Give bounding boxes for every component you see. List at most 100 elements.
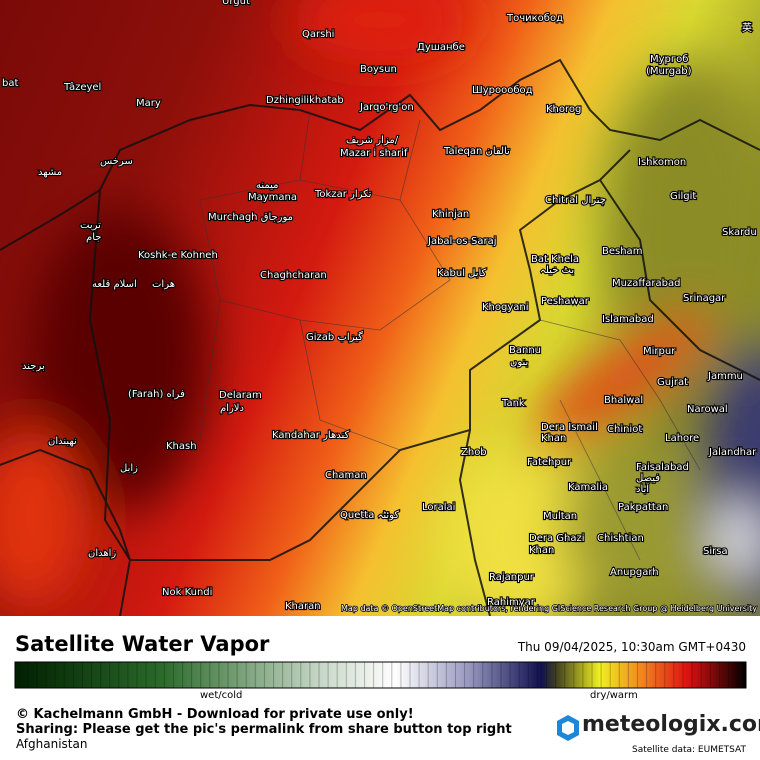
high-label: dry/warm [590, 690, 638, 701]
place-label: Jabal-os-Saraj [427, 236, 497, 247]
place-label: زاهدان [88, 548, 116, 559]
place-label: Quetta کوئٹہ [340, 510, 399, 521]
color-scale [14, 661, 747, 689]
place-label: Chaman [325, 470, 367, 481]
place-label: برجند [22, 361, 45, 372]
place-label: اسلام قلعه [92, 279, 137, 290]
place-label: Khinjan [432, 209, 469, 220]
place-label: Multan [543, 511, 577, 522]
region: Afghanistan [16, 737, 88, 751]
place-label: 英 [742, 21, 752, 34]
place-label: Besham [602, 246, 642, 257]
place-label: Kandahar کندهار [272, 430, 350, 441]
place-label: Koshk-e Kohneh [138, 250, 218, 261]
source: Satellite data: EUMETSAT [632, 745, 746, 755]
place-label: Nok Kundi [162, 587, 212, 598]
place-label: Jarqo'rg'on [359, 102, 414, 113]
place-label: Rajanpur [489, 572, 535, 583]
place-label: سرخس [100, 156, 133, 167]
place-label: Peshawar [541, 296, 590, 307]
place-label: Chiniot [607, 424, 642, 435]
place-label: Dera Ghazi [529, 533, 585, 544]
place-label: Точикобод [506, 13, 563, 24]
place-label: فیصل [636, 473, 660, 484]
place-label: Zhob [461, 447, 487, 458]
place-label: Kamalia [568, 482, 608, 493]
place-label: Dera Ismail [541, 422, 598, 433]
place-label: Delaram [219, 390, 262, 401]
place-label: مشهد [38, 167, 62, 178]
place-label: Tâzeyel [63, 81, 101, 93]
low-label: wet/cold [200, 690, 243, 701]
place-label: مزار شریف/ [346, 135, 399, 146]
place-label: Khorog [546, 104, 581, 115]
place-label: آباد [636, 482, 650, 495]
place-label: (Farah) فراه [128, 389, 185, 400]
place-label: Chishtian [597, 533, 644, 544]
place-label: Chaghcharan [260, 270, 327, 281]
sharing: Sharing: Please get the pic's permalink … [16, 722, 512, 737]
place-label: جام [86, 232, 101, 243]
place-label: Jammu [707, 371, 743, 382]
place-label: نهبندان [48, 436, 77, 447]
place-label: Chitral چترال [545, 195, 606, 206]
place-label: Pakpattan [618, 502, 668, 513]
place-label: Qarshi [302, 29, 334, 40]
place-label: زابل [120, 463, 138, 474]
place-label: Boysun [360, 64, 397, 75]
place-label: Kharan [285, 601, 321, 612]
place-label: Faisalabad [636, 462, 689, 473]
place-label: Gizab گیزاب [306, 331, 363, 343]
place-label: Skardu [722, 227, 757, 238]
place-label: Bannu [509, 345, 541, 356]
satellite-map: UrgutQarshiДушанбеТочикободBoysunМургоб(… [0, 0, 760, 616]
place-label: Rahimyar [487, 597, 536, 608]
place-label: Tank [501, 398, 525, 409]
place-label: Dzhingilikhatab [266, 95, 344, 106]
place-label: Islamabad [602, 314, 654, 325]
place-label: Anupgarh [610, 567, 659, 578]
place-label: تربت [80, 220, 101, 231]
place-label: Kabul کابل [437, 268, 487, 279]
place-label: Mazar i sharif [340, 148, 408, 159]
place-label: Narowal [687, 404, 728, 415]
title: Satellite Water Vapor [15, 632, 270, 656]
place-label: bat [2, 78, 18, 89]
place-label: Khogyani [482, 302, 529, 313]
place-label: Ishkomon [638, 157, 686, 168]
place-label: Urgut [222, 0, 250, 7]
place-label: Bat Khela [531, 254, 579, 265]
place-label: بٹ خیلہ [540, 265, 574, 276]
place-label: Khan [541, 433, 566, 444]
place-label: Fatehpur [527, 457, 572, 468]
logo-icon [557, 715, 579, 741]
place-label: میمنه [256, 180, 279, 191]
place-label: Khan [529, 545, 554, 556]
place-label: Мургоб [650, 54, 688, 65]
place-label: دلارام [220, 403, 244, 414]
place-label: Bhalwal [604, 395, 643, 406]
place-label: Murchagh مورجاق [208, 212, 293, 223]
attribution: Map data © OpenStreetMap contributors, r… [341, 604, 757, 613]
place-label: Gujrat [657, 377, 688, 388]
place-label: Душанбе [417, 42, 465, 53]
place-label: Srinagar [683, 293, 726, 304]
place-label: Khash [166, 441, 197, 452]
place-label: Шуроообод [472, 85, 533, 96]
copyright: © Kachelmann GmbH - Download for private… [16, 707, 414, 722]
place-label: Jalandhar [708, 447, 757, 458]
place-label: (Murgab) [646, 66, 692, 77]
place-label: بنوں [510, 357, 528, 368]
place-label: هرات [152, 279, 175, 290]
place-label: Muzaffarabad [612, 278, 680, 289]
place-label: Mirpur [643, 346, 676, 357]
place-label: Mary [136, 98, 161, 109]
place-label: Loralai [422, 502, 455, 513]
place-label: Taleqan تالقان [443, 146, 510, 157]
place-label: Gilgit [670, 191, 696, 202]
brand: meteologix.com [582, 712, 760, 737]
place-label: Lahore [665, 433, 699, 444]
place-label: Sirsa [703, 546, 728, 557]
place-label: Maymana [248, 192, 297, 203]
